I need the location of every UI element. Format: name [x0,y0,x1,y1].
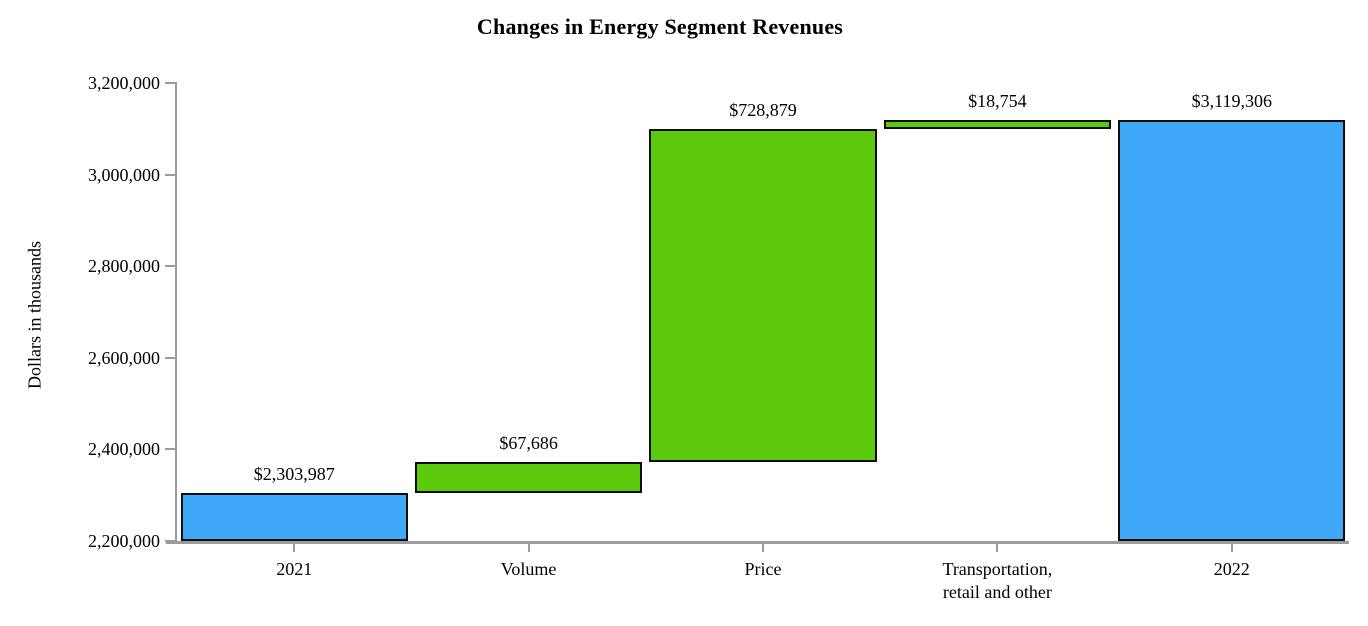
y-tick-label: 3,200,000 [88,73,160,93]
x-axis-label-volume: Volume [500,559,557,579]
bar-value-label: $67,686 [499,433,558,454]
y-tick-mark [165,448,175,451]
x-axis-label-2021: 2021 [276,559,313,579]
y-tick-label: 2,400,000 [88,439,160,460]
x-axis-label-2022: 2022 [1213,559,1250,579]
y-tick-mark [165,265,175,268]
x-tick-mark [293,544,296,552]
x-tick-mark [762,544,764,552]
x-tick-mark [1230,544,1233,552]
bar-value-label: $2,303,987 [253,464,335,485]
x-axis-line [166,541,1349,544]
x-axis-label-transportation-retail-and-other: Transportation, retail and other [942,559,1053,602]
bar-2022 [1118,119,1346,541]
bar-value-label: $18,754 [968,90,1027,111]
y-tick-mark [165,540,175,542]
y-tick-label: 3,000,000 [88,164,160,185]
y-axis-line [175,82,177,544]
bar-price [649,128,877,463]
x-axis-label-price: Price [744,559,782,579]
bar-value-label: $728,879 [729,99,797,120]
y-tick-mark [165,173,175,176]
x-tick-mark [527,544,530,552]
y-tick-mark [165,356,175,359]
x-tick-mark [996,544,999,552]
chart-title: Changes in Energy Segment Revenues [476,14,844,39]
bar-transportation-retail-and-other [883,119,1112,129]
bar-value-label: $3,119,306 [1191,90,1272,111]
bar-volume [414,462,643,494]
bar-2021 [180,493,408,541]
y-tick-label: 2,600,000 [88,347,160,368]
y-tick-mark [165,82,175,84]
y-tick-label: 2,200,000 [88,531,160,551]
y-tick-label: 2,800,000 [88,256,160,277]
